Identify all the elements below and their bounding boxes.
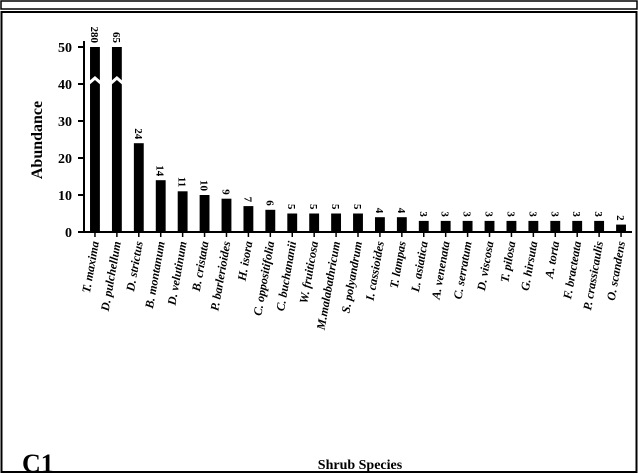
x-tick-label: F. bracteata: [560, 240, 584, 301]
bar: [572, 220, 583, 232]
bar: [243, 206, 254, 232]
bar: [418, 220, 429, 232]
value-label: 3: [592, 211, 604, 217]
x-tick-label: P. barlerioides: [207, 240, 233, 312]
x-tick-label: D. viscosa: [474, 240, 497, 293]
x-tick-label: P. crassicaulis: [580, 240, 606, 311]
x-tick-label: C. buchananii: [273, 239, 299, 312]
bar: [155, 180, 166, 232]
x-tick-label: D. pulchellum: [98, 240, 124, 313]
y-tick-label: 20: [58, 152, 72, 167]
top-strip: [0, 0, 638, 10]
value-label: 3: [504, 211, 516, 217]
bar: [90, 47, 100, 232]
value-label: 3: [483, 211, 495, 217]
value-label: 11: [176, 177, 188, 187]
value-label: 24: [132, 128, 144, 140]
value-label: 4: [373, 208, 385, 214]
value-label: 9: [219, 189, 231, 195]
value-label: 3: [417, 211, 429, 217]
x-tick-label: B. montanum: [142, 240, 168, 310]
bar: [528, 220, 539, 232]
value-label: 5: [329, 204, 341, 210]
value-label: 14: [154, 165, 166, 177]
value-label: 280: [88, 27, 100, 44]
bar: [331, 213, 342, 232]
x-tick-label: O. scandens: [604, 240, 628, 302]
x-tick-label: D. strictus: [123, 240, 146, 294]
value-label: 5: [307, 204, 319, 210]
x-tick-label: L. asiatica: [408, 240, 431, 294]
chart-title: C1: [22, 449, 54, 474]
bar: [616, 224, 626, 232]
x-tick-label: I. cassioides: [362, 240, 386, 303]
x-tick-label: B. cristata: [189, 240, 212, 293]
bar: [550, 220, 561, 232]
value-label: 3: [548, 211, 560, 217]
frame: [0, 11, 638, 473]
value-label: 6: [263, 200, 275, 206]
bar: [353, 213, 363, 232]
x-tick-label: A. torta: [542, 240, 562, 280]
x-tick-label: T. lampas: [387, 240, 409, 290]
value-label: 5: [351, 204, 363, 210]
y-tick-label: 30: [58, 115, 72, 130]
x-tick-label: H. isora: [234, 240, 255, 283]
y-tick-label: 10: [58, 189, 72, 204]
bar: [111, 47, 122, 232]
value-label: 3: [526, 211, 538, 217]
bar: [133, 143, 144, 232]
axis-break: [88, 76, 102, 86]
value-label: 3: [439, 211, 451, 217]
x-tick-label: T. pilosa: [497, 240, 518, 283]
x-tick-label: G. hirsuta: [518, 240, 540, 292]
bar: [177, 191, 188, 232]
bar: [440, 220, 451, 232]
value-label: 5: [285, 204, 297, 210]
bar: [594, 220, 605, 232]
value-label: 4: [395, 208, 407, 214]
bar: [396, 217, 407, 232]
x-tick-label: C. serratum: [451, 240, 475, 300]
y-tick-label: 0: [65, 226, 72, 241]
bar: [199, 195, 210, 232]
value-label: 10: [198, 180, 210, 192]
bar: [506, 220, 517, 232]
value-label: 2: [614, 215, 626, 221]
value-label: 3: [461, 211, 473, 217]
value-label: 65: [110, 32, 122, 44]
value-label: 7: [241, 197, 253, 203]
bar: [287, 213, 298, 232]
axis-break: [109, 76, 124, 86]
bar: [462, 220, 473, 232]
value-label: 3: [570, 211, 582, 217]
bar: [265, 209, 276, 232]
x-axis-label: Shrub Species: [318, 458, 403, 473]
x-tick-label: W. fruiticosa: [296, 240, 321, 305]
y-axis-label: Abundance: [29, 101, 46, 179]
bar: [309, 213, 320, 232]
y-tick-label: 40: [58, 78, 72, 93]
y-tick-label: 50: [58, 41, 72, 56]
x-tick-label: D. velutinum: [164, 240, 189, 307]
bar: [221, 198, 232, 232]
x-tick-label: S. polyandrum: [339, 240, 365, 314]
bar: [484, 220, 495, 232]
x-tick-label: T. maxima: [79, 240, 102, 294]
bar: [374, 217, 385, 232]
x-tick-label: A. venenata: [428, 240, 452, 301]
